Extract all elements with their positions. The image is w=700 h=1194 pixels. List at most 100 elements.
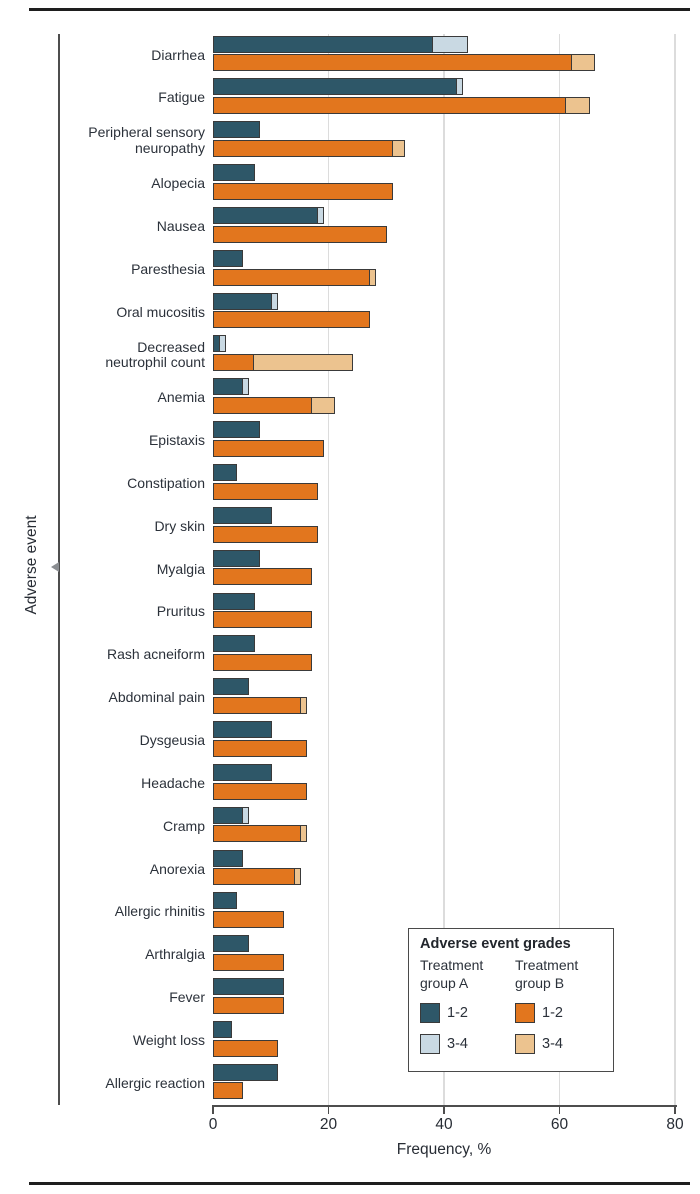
- legend-entry: 1-2: [515, 1003, 610, 1023]
- bar-group-b-segment-grade-1-2: [213, 311, 371, 329]
- bar-group-b: [213, 611, 313, 629]
- legend-entry: 3-4: [515, 1034, 610, 1054]
- category-label: Decreased neutrophil count: [105, 338, 205, 371]
- bar-group-b: [213, 268, 376, 286]
- bar-group-a-segment-grade-1-2: [213, 292, 272, 310]
- bar-group-b-segment-grade-3-4: [311, 397, 336, 415]
- bar-group-a: [213, 421, 261, 439]
- x-axis-tick: [327, 1105, 330, 1114]
- legend-swatch-icon: [420, 1034, 440, 1054]
- x-axis-tick-label: 60: [550, 1116, 569, 1133]
- legend-columns: Treatment group A 1-2 3-4 Treatment group B…: [420, 957, 613, 1054]
- legend-entry-label: 1-2: [447, 1005, 468, 1021]
- bar-group-b-segment-grade-1-2: [213, 225, 388, 243]
- bar-group-b-segment-grade-1-2: [213, 182, 394, 200]
- bar-group-b: [213, 868, 301, 886]
- bar-group-b: [213, 1039, 278, 1057]
- y-axis-arrow-icon: [51, 562, 59, 572]
- bar-group-a-segment-grade-1-2: [213, 206, 319, 224]
- category-label: Pruritus: [156, 603, 205, 620]
- bar-group-b: [213, 354, 353, 372]
- legend-group-header: Treatment group A: [420, 957, 484, 991]
- bar-group-b-segment-grade-1-2: [213, 654, 313, 672]
- bar-group-b: [213, 139, 405, 157]
- category-label: Anemia: [157, 389, 205, 406]
- bar-group-b-segment-grade-1-2: [213, 739, 307, 757]
- category-label: Arthralgia: [145, 946, 205, 963]
- bar-group-a: [213, 892, 238, 910]
- legend-group-header: Treatment group B: [515, 957, 579, 991]
- bar-group-b-segment-grade-1-2: [213, 696, 301, 714]
- bar-group-b: [213, 525, 319, 543]
- category-label: Headache: [141, 774, 205, 791]
- bar-group-b-segment-grade-1-2: [213, 868, 296, 886]
- bar-group-b-segment-grade-1-2: [213, 611, 313, 629]
- bar-group-b-segment-grade-1-2: [213, 97, 567, 115]
- bar-group-a: [213, 292, 278, 310]
- bar-group-b: [213, 825, 307, 843]
- bar-group-b-segment-grade-1-2: [213, 953, 284, 971]
- category-label: Diarrhea: [151, 46, 205, 63]
- bar-group-a-segment-grade-1-2: [213, 806, 244, 824]
- x-axis-line: [213, 1105, 677, 1107]
- bar-group-b: [213, 739, 307, 757]
- bar-group-b-segment-grade-3-4: [253, 354, 353, 372]
- bar-group-b-segment-grade-3-4: [368, 268, 376, 286]
- bar-group-b: [213, 782, 307, 800]
- bar-group-b-segment-grade-1-2: [213, 825, 301, 843]
- bar-group-a-segment-grade-1-2: [213, 721, 272, 739]
- bar-group-b: [213, 696, 307, 714]
- bar-group-a-segment-grade-3-4: [432, 35, 469, 53]
- bar-group-a: [213, 335, 226, 353]
- x-axis-tick-label: 0: [208, 1116, 218, 1133]
- bar-group-b-segment-grade-3-4: [293, 868, 301, 886]
- x-axis-tick: [558, 1105, 561, 1114]
- bar-group-a-segment-grade-1-2: [213, 849, 244, 867]
- legend-entry: 1-2: [420, 1003, 515, 1023]
- category-label: Paresthesia: [131, 260, 205, 277]
- category-label: Peripheral sensory neuropathy: [88, 124, 205, 157]
- category-label: Constipation: [127, 474, 205, 491]
- bar-group-a: [213, 721, 272, 739]
- legend-group: Treatment group B 1-2 3-4: [515, 957, 610, 1054]
- bar-group-a: [213, 1020, 232, 1038]
- bar-group-b-segment-grade-1-2: [213, 1039, 278, 1057]
- bar-group-b-segment-grade-1-2: [213, 782, 307, 800]
- bar-group-b: [213, 97, 590, 115]
- x-axis-tick: [674, 1105, 676, 1114]
- bar-group-a-segment-grade-1-2: [213, 164, 255, 182]
- bar-group-a: [213, 378, 249, 396]
- bar-group-a: [213, 678, 249, 696]
- legend-swatch-icon: [515, 1003, 535, 1023]
- bar-group-a: [213, 121, 261, 139]
- category-label: Oral mucositis: [116, 303, 205, 320]
- category-label: Abdominal pain: [108, 689, 205, 706]
- y-axis-title: Adverse event: [23, 515, 40, 615]
- bar-group-a-segment-grade-1-2: [213, 1063, 278, 1081]
- bar-group-a-segment-grade-1-2: [213, 78, 457, 96]
- bar-group-a: [213, 1063, 278, 1081]
- gridline: [327, 34, 330, 1105]
- legend-title: Adverse event grades: [420, 936, 571, 952]
- category-label: Anorexia: [149, 860, 205, 877]
- x-axis-tick-label: 20: [319, 1116, 338, 1133]
- bar-group-a: [213, 935, 249, 953]
- bar-group-b-segment-grade-1-2: [213, 354, 255, 372]
- bar-group-a: [213, 206, 324, 224]
- top-rule: [29, 8, 690, 11]
- bar-group-b: [213, 54, 596, 72]
- bar-group-b-segment-grade-1-2: [213, 439, 324, 457]
- bar-group-a-segment-grade-3-4: [455, 78, 463, 96]
- bar-group-a-segment-grade-1-2: [213, 121, 261, 139]
- x-axis-tick-label: 80: [666, 1116, 684, 1133]
- bar-group-a: [213, 763, 272, 781]
- category-label: Epistaxis: [148, 432, 205, 449]
- bar-group-b-segment-grade-1-2: [213, 996, 284, 1014]
- bar-group-a-segment-grade-1-2: [213, 549, 261, 567]
- bottom-rule: [29, 1182, 690, 1185]
- bar-group-a-segment-grade-1-2: [213, 978, 284, 996]
- bar-group-a-segment-grade-1-2: [213, 763, 272, 781]
- x-axis-title: Frequency, %: [396, 1141, 492, 1158]
- bar-group-a-segment-grade-1-2: [213, 249, 244, 267]
